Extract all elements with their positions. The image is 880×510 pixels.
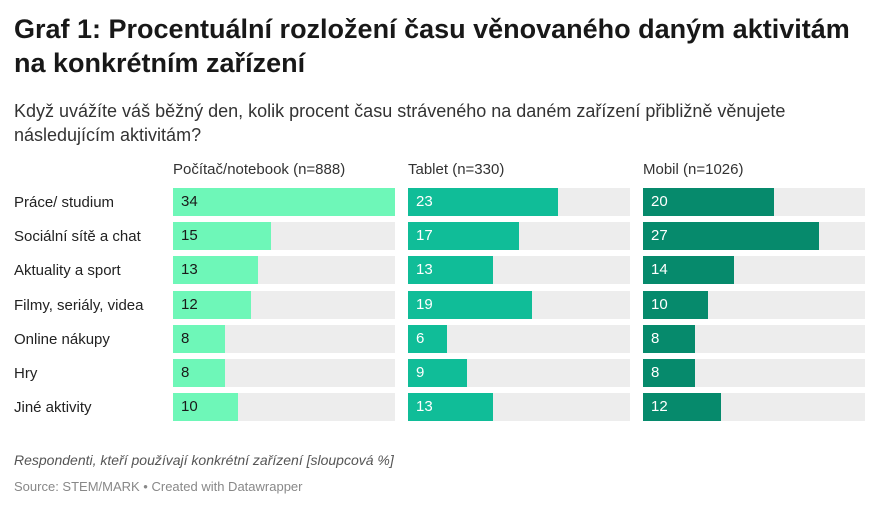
bar-value-label: 13 [416,398,433,416]
bar-value-label: 15 [181,227,198,245]
bar-track: 12 [173,290,395,319]
bar-value-label: 23 [416,193,433,210]
bar-value-label: 20 [651,193,668,210]
bar [643,324,695,353]
bar-value-label: 6 [416,329,425,347]
bar [408,324,447,353]
bar-track: 15 [173,222,395,251]
series-label: Tablet (n=330) [408,161,505,178]
bar-value-label: 8 [651,329,660,347]
bar [173,359,225,387]
bar-track: 10 [173,393,395,422]
bar [173,290,251,319]
bar-value-label: 10 [651,295,668,313]
bar-track: 17 [408,222,630,251]
bar-track: 13 [408,393,630,422]
bar-track: 8 [643,359,865,387]
row-label: Online nákupy [14,330,110,348]
bar-value-label: 13 [416,261,433,279]
series-label: Počítač/notebook (n=888) [173,161,346,178]
bar-value-label: 8 [181,364,190,381]
bar-value-label: 14 [651,261,668,279]
bar [408,290,532,319]
bar [173,324,225,353]
bar-track: 19 [408,290,630,319]
bar [643,222,819,251]
bar-track: 34 [173,188,395,216]
chart-subtitle: Když uvážíte váš běžný den, kolik procen… [14,101,786,145]
row-label: Jiné aktivity [14,399,92,417]
row-label: Práce/ studium [14,194,115,211]
bar [408,222,519,251]
bar [173,256,258,285]
bar-track: 6 [408,324,630,353]
bar [408,393,493,422]
bar [643,393,721,422]
bar [408,188,558,216]
bar-track: 13 [408,256,630,285]
bar-value-label: 12 [181,295,198,313]
row-label: Sociální sítě a chat [14,228,141,246]
chart-title: Graf 1: Procentuální rozložení času věno… [14,14,850,78]
chart-note: Respondenti, kteří používají konkrétní z… [14,452,394,468]
bar [643,290,708,319]
bar-track: 12 [643,393,865,422]
bar-track: 9 [408,359,630,387]
bar [643,359,695,387]
bar [643,256,734,285]
bar-track: 13 [173,256,395,285]
bar [173,222,271,251]
bar-track: 10 [643,290,865,319]
bar-track: 14 [643,256,865,285]
bar-track: 8 [643,324,865,353]
bar-track: 27 [643,222,865,251]
bar [173,393,238,422]
bar-value-label: 13 [181,261,198,279]
bar-value-label: 34 [181,193,198,210]
bar-value-label: 17 [416,227,433,245]
chart-source: Source: STEM/MARK • Created with Datawra… [14,479,303,494]
bar-track: 8 [173,324,395,353]
series-label: Mobil (n=1026) [643,161,744,178]
bar [408,359,467,387]
bar-track: 20 [643,188,865,216]
bar [408,256,493,285]
bar-value-label: 8 [651,364,660,381]
bar-value-label: 12 [651,398,668,416]
bar-track: 23 [408,188,630,216]
row-label: Aktuality a sport [14,262,121,280]
bar-value-label: 9 [416,364,425,381]
bar-value-label: 10 [181,398,198,416]
row-label: Hry [14,365,38,382]
row-label: Filmy, seriály, videa [14,296,144,314]
bar-value-label: 19 [416,295,433,313]
bar [173,188,395,216]
bar-track: 8 [173,359,395,387]
bar-value-label: 27 [651,227,668,245]
bar-value-label: 8 [181,329,190,347]
bar [643,188,774,216]
